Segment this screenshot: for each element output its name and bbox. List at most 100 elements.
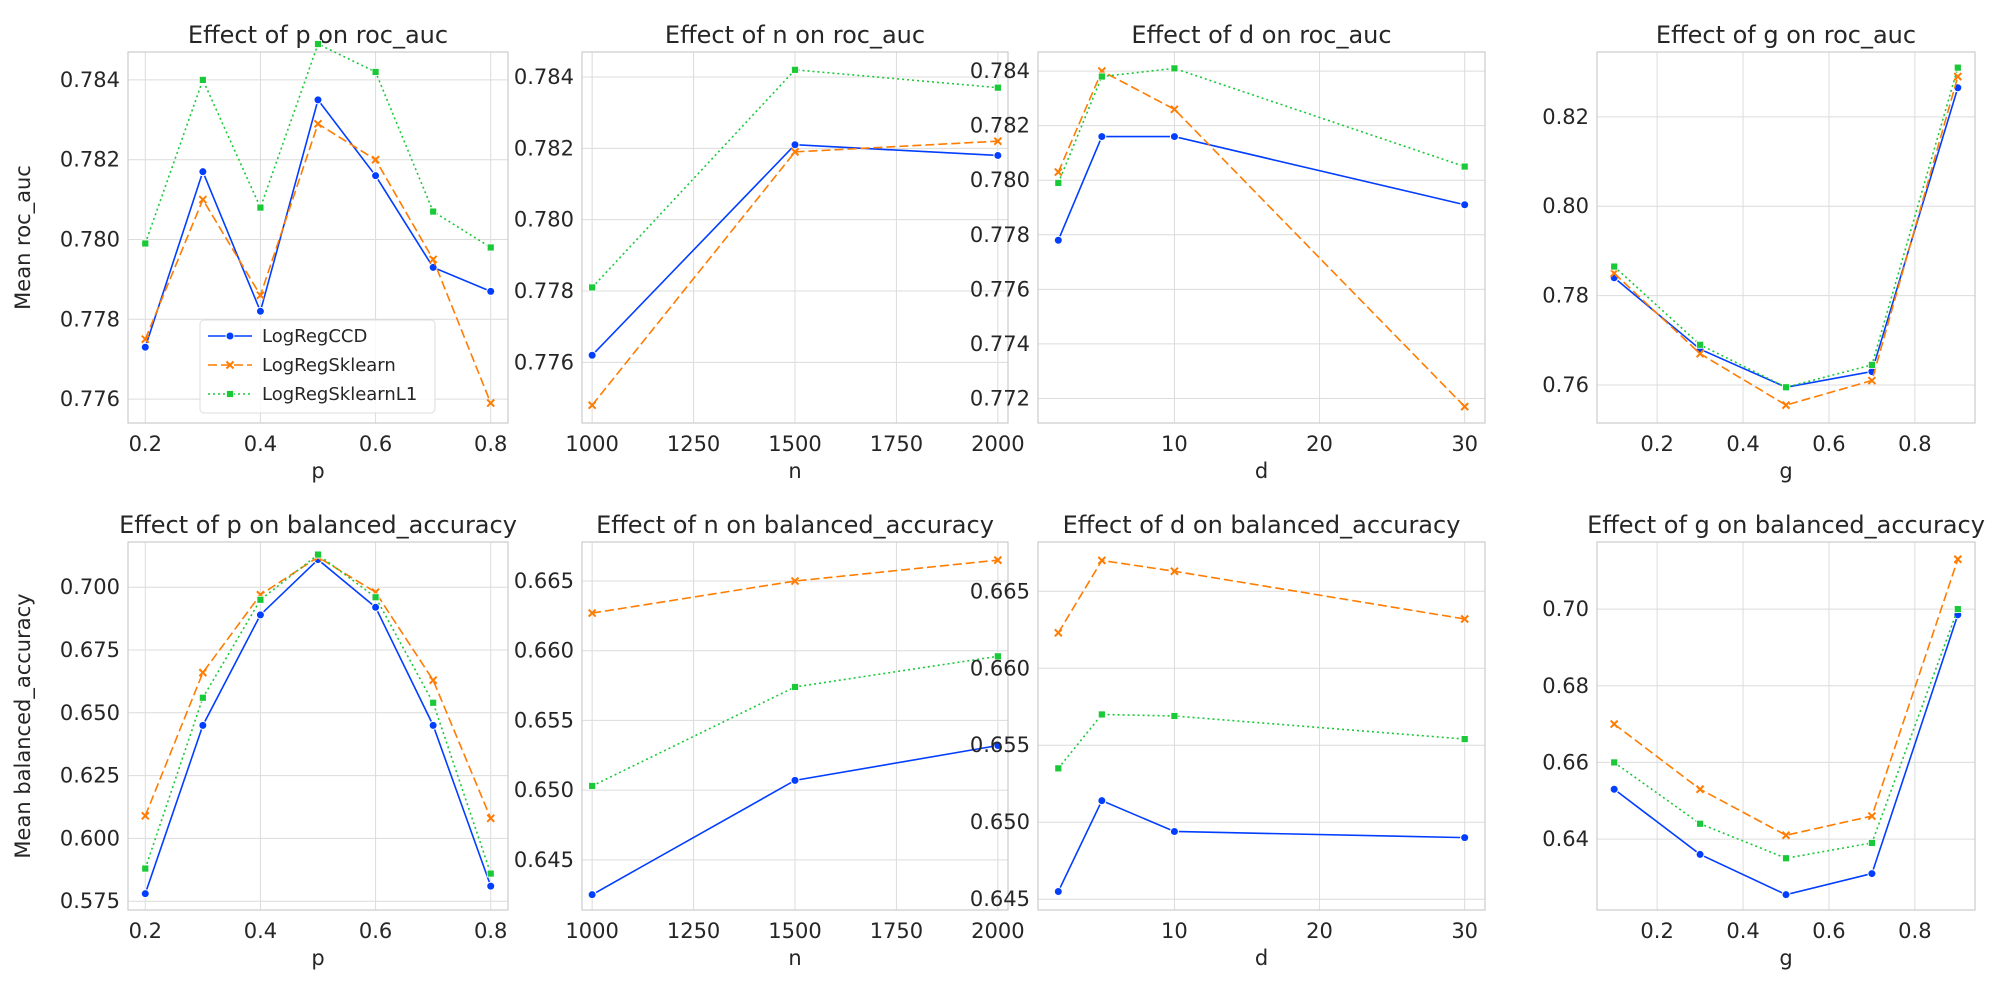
y-tick-label: 0.82 — [1542, 105, 1589, 129]
series-LogRegSklearn — [1054, 66, 1469, 411]
legend-marker — [225, 331, 235, 341]
y-tick-label: 0.575 — [60, 889, 120, 913]
x-tick-label: 0.4 — [1726, 432, 1759, 456]
x-tick-label: 0.6 — [359, 919, 392, 943]
data-point — [1695, 849, 1705, 859]
data-point — [198, 195, 208, 204]
data-point — [993, 741, 1003, 751]
y-tick-label: 0.665 — [970, 579, 1030, 603]
data-point — [993, 150, 1003, 160]
data-point — [1695, 349, 1705, 358]
series-LogRegCCD — [1053, 132, 1470, 245]
x-tick-label: 0.2 — [129, 432, 162, 456]
data-point — [1460, 735, 1469, 743]
y-tick-label: 0.700 — [60, 575, 120, 599]
subplot-8: 0.2 0.4 0.6 0.8 0.64 0.66 0.68 0.70 Effect of g … — [1542, 511, 1985, 970]
series-line — [1057, 559, 1465, 634]
data-point — [486, 869, 495, 878]
data-point — [1868, 360, 1876, 369]
data-point — [1781, 831, 1791, 840]
data-point — [993, 83, 1002, 92]
x-tick-label: 2000 — [971, 432, 1024, 456]
data-point — [587, 608, 597, 618]
y-tick-label: 0.772 — [970, 386, 1030, 410]
data-point — [1460, 200, 1470, 210]
x-tick-label: 0.8 — [1898, 432, 1931, 456]
x-axis-label: d — [1255, 459, 1268, 483]
x-tick-label: 30 — [1451, 432, 1478, 456]
data-point — [993, 555, 1003, 565]
y-tick-label: 0.776 — [514, 350, 574, 374]
x-tick-label: 0.2 — [1640, 432, 1673, 456]
data-point — [141, 864, 150, 873]
y-tick-label: 0.66 — [1542, 750, 1589, 774]
y-tick-label: 0.650 — [970, 810, 1030, 834]
data-point — [256, 291, 265, 300]
series-line — [1057, 799, 1465, 892]
data-point — [1460, 833, 1470, 843]
data-point — [313, 95, 323, 105]
y-tick-label: 0.655 — [514, 708, 574, 732]
data-point — [1170, 64, 1179, 73]
y-tick-label: 0.675 — [60, 638, 120, 662]
subplot-6: 1000 1250 1500 1750 2000 0.645 0.650 0.655 0.660… — [514, 511, 1025, 970]
data-point — [198, 693, 207, 702]
x-tick-label: 0.6 — [1812, 919, 1845, 943]
x-axis-label: d — [1255, 946, 1268, 970]
series-line — [591, 140, 998, 406]
x-tick-label: 0.2 — [1640, 919, 1673, 943]
y-tick-label: 0.780 — [970, 168, 1030, 192]
y-tick-label: 0.778 — [60, 307, 120, 331]
data-point — [1054, 764, 1063, 773]
y-tick-label: 0.64 — [1542, 827, 1589, 851]
data-point — [1953, 605, 1962, 613]
legend: LogRegCCD LogRegSklearn LogRegSklearnL1 — [199, 319, 436, 414]
series-line — [1613, 558, 1959, 837]
y-tick-label: 0.80 — [1542, 194, 1589, 218]
data-point — [1054, 179, 1063, 187]
subplot-5: 0.2 0.4 0.6 0.8 0.575 0.600 0.625 0.650 0.675 0.7… — [11, 511, 517, 970]
data-point — [791, 683, 799, 691]
series-LogRegCCD — [587, 741, 1003, 900]
data-point — [1609, 784, 1619, 794]
series-line — [1613, 608, 1959, 860]
data-point — [1953, 63, 1962, 72]
data-point — [1867, 376, 1877, 385]
subplot-title: Effect of d on roc_auc — [1131, 21, 1391, 49]
legend-entry-label: LogRegSklearn — [262, 355, 396, 376]
data-point — [1696, 819, 1704, 828]
data-point — [1170, 567, 1179, 576]
series-line — [1057, 69, 1466, 408]
data-point — [1782, 854, 1790, 863]
y-tick-label: 0.665 — [514, 569, 574, 593]
series-LogRegSklearnL1 — [141, 40, 495, 252]
data-point — [587, 400, 597, 410]
y-tick-label: 0.625 — [60, 764, 120, 788]
data-point — [256, 595, 265, 604]
y-tick-label: 0.784 — [60, 68, 120, 92]
y-tick-label: 0.660 — [970, 656, 1030, 680]
data-point — [1695, 785, 1705, 794]
x-axis-label: g — [1779, 459, 1792, 483]
data-point — [198, 720, 208, 730]
plot-frame — [1596, 51, 1976, 424]
series-line — [1057, 713, 1465, 769]
data-point — [140, 889, 150, 899]
data-point — [429, 698, 438, 707]
data-point — [1868, 839, 1876, 847]
y-tick-label: 0.650 — [514, 778, 574, 802]
y-tick-label: 0.776 — [970, 277, 1030, 301]
data-point — [1053, 887, 1063, 897]
data-point — [198, 167, 208, 177]
plot-frame — [581, 541, 1009, 911]
plot-frame — [1037, 541, 1486, 911]
data-point — [791, 65, 799, 74]
data-point — [1460, 402, 1469, 411]
data-point — [587, 350, 597, 360]
subplot-2: 1000 1250 1500 1750 2000 0.776 0.778 0.780 0.782… — [514, 21, 1025, 483]
data-point — [140, 342, 150, 352]
legend-box — [199, 319, 436, 414]
y-tick-label: 0.778 — [514, 279, 574, 303]
